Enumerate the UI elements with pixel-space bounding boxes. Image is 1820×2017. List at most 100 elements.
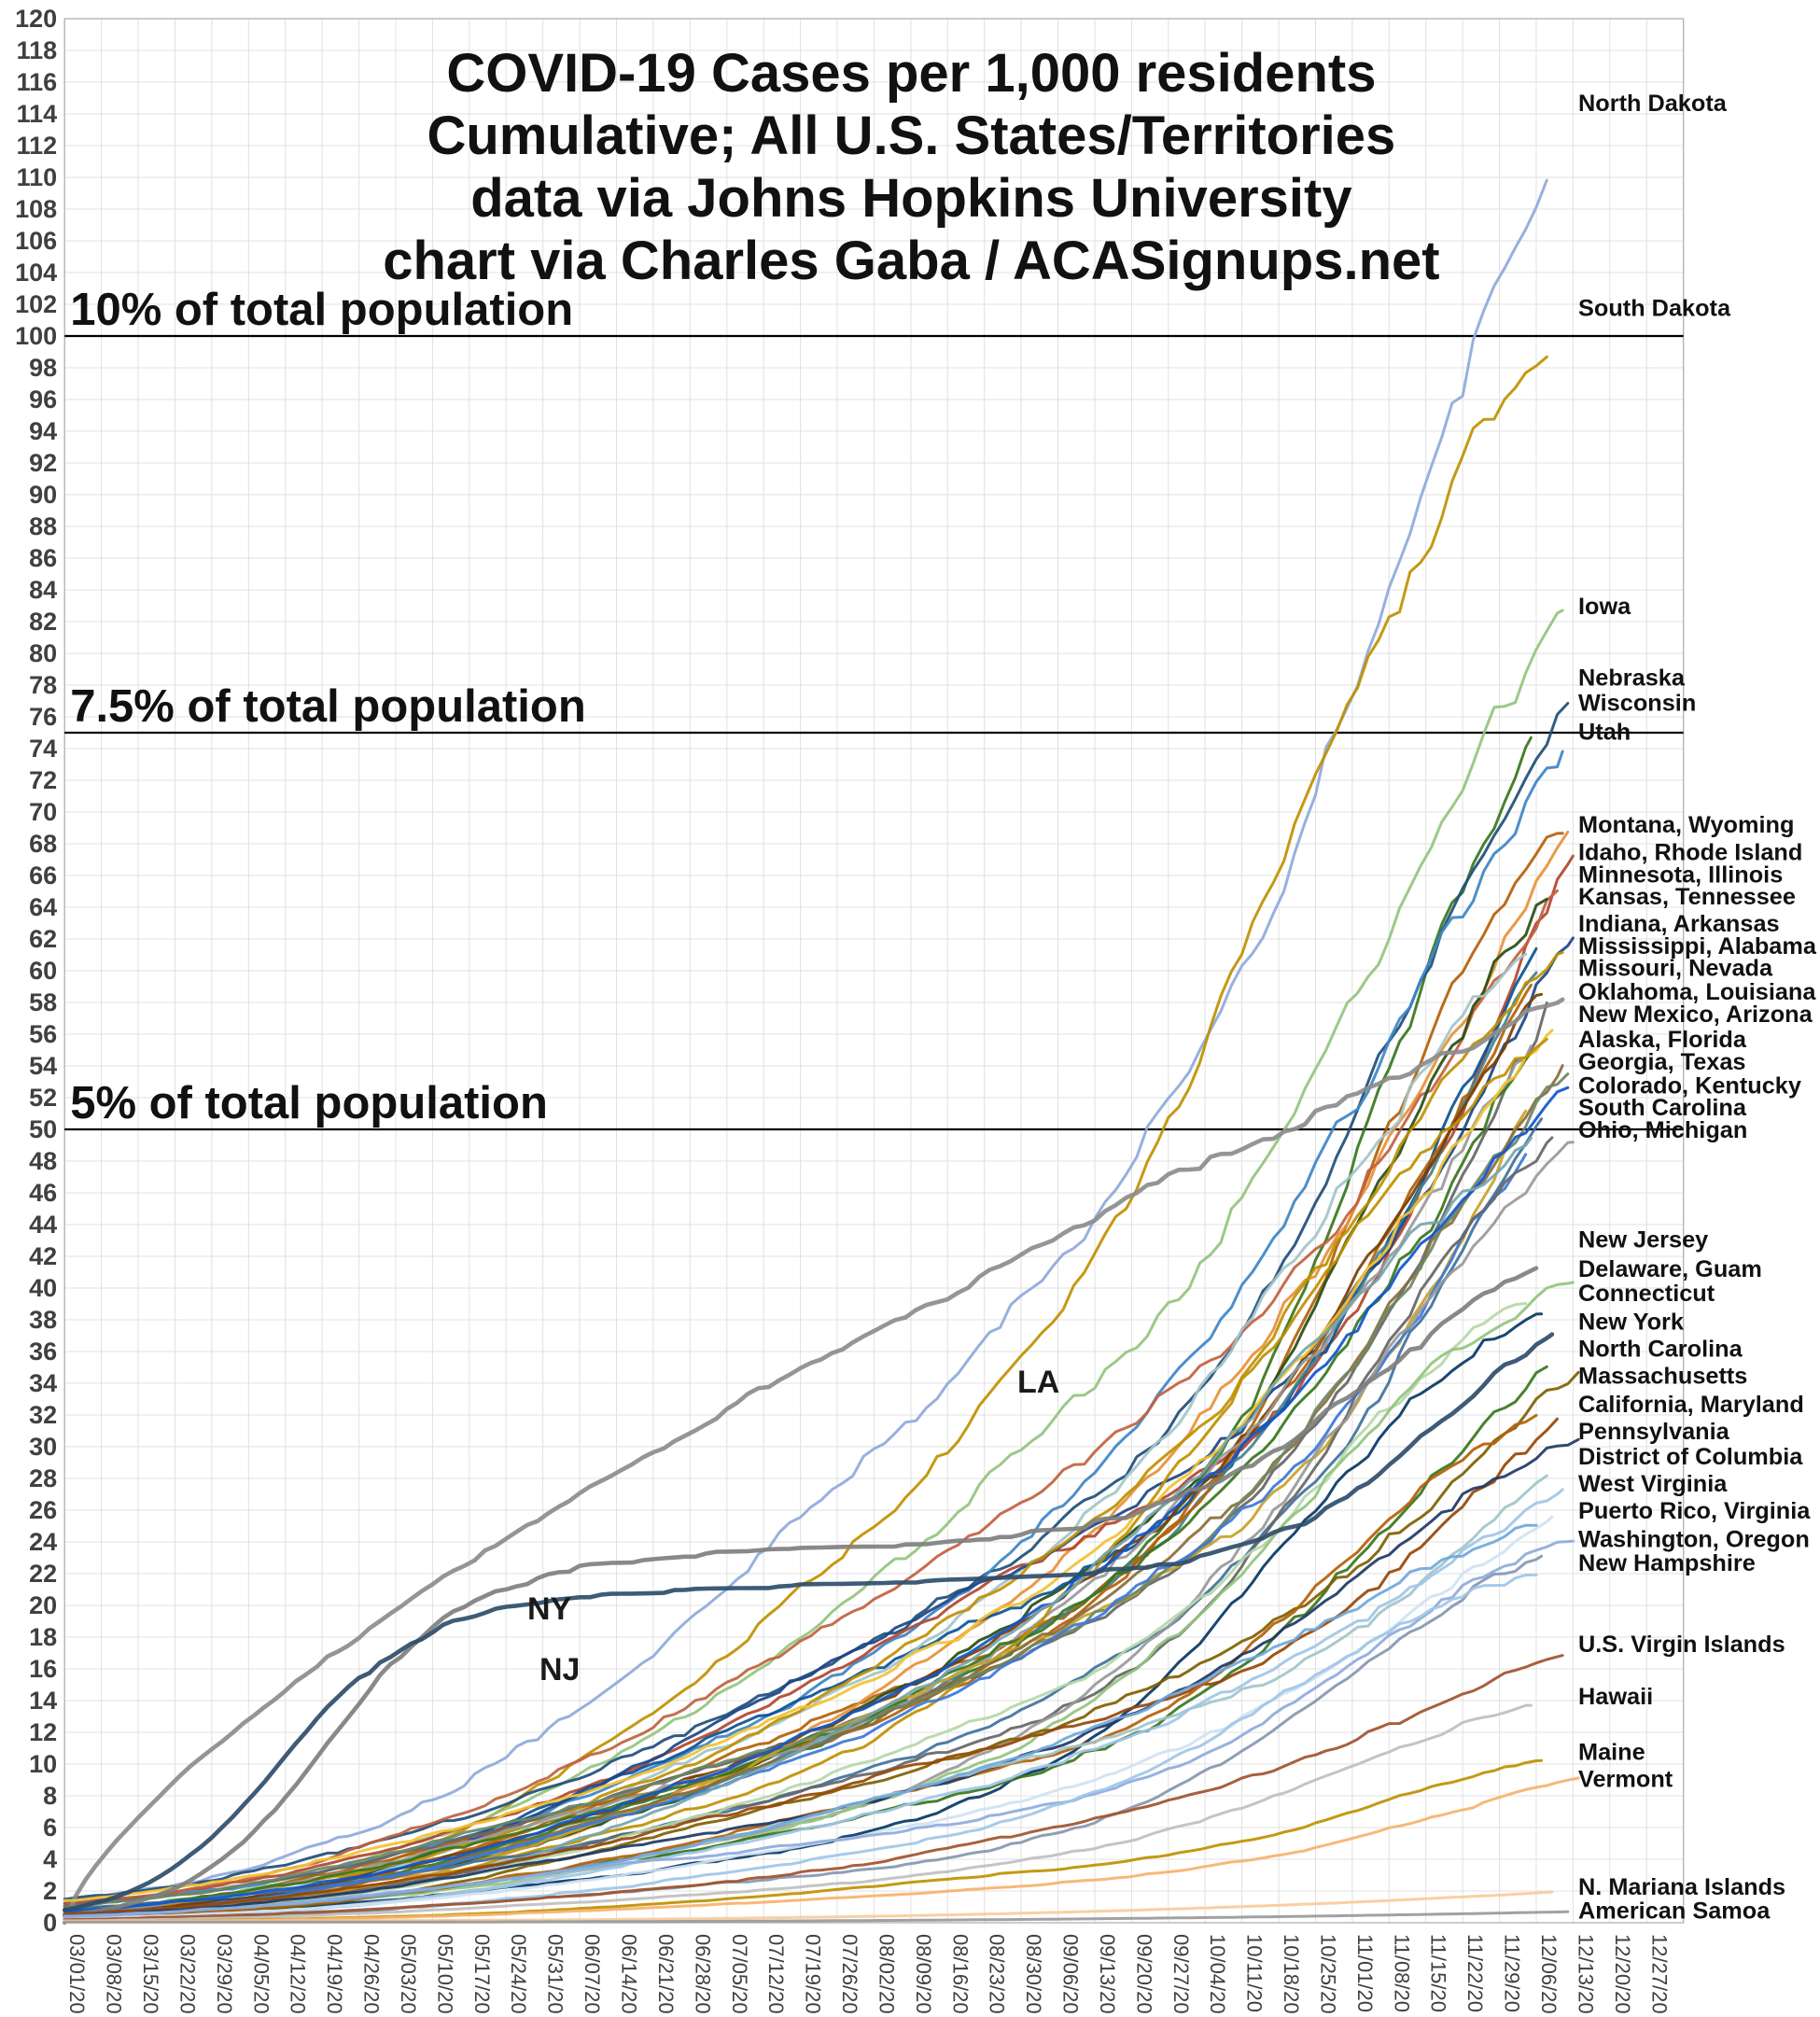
svg-text:08/02/20: 08/02/20: [875, 1934, 898, 2014]
svg-text:Cumulative; All U.S. States/Te: Cumulative; All U.S. States/Territories: [427, 105, 1395, 166]
svg-text:52: 52: [29, 1084, 57, 1112]
svg-text:14: 14: [29, 1687, 57, 1715]
svg-text:114: 114: [17, 100, 58, 128]
svg-text:Montana, Wyoming: Montana, Wyoming: [1578, 812, 1794, 838]
svg-text:10/11/20: 10/11/20: [1243, 1934, 1267, 2012]
svg-text:04/19/20: 04/19/20: [323, 1934, 346, 2014]
svg-text:88: 88: [29, 512, 57, 540]
svg-text:Puerto Rico, Virginia: Puerto Rico, Virginia: [1578, 1498, 1811, 1524]
svg-text:09/27/20: 09/27/20: [1169, 1934, 1193, 2014]
svg-text:11/22/20: 11/22/20: [1463, 1934, 1487, 2012]
svg-text:06/07/20: 06/07/20: [581, 1934, 604, 2014]
svg-text:38: 38: [29, 1306, 57, 1334]
svg-text:102: 102: [15, 290, 57, 318]
svg-text:11/29/20: 11/29/20: [1501, 1934, 1524, 2012]
svg-text:80: 80: [29, 639, 57, 667]
svg-text:08/23/20: 08/23/20: [986, 1934, 1009, 2014]
svg-text:6: 6: [43, 1814, 57, 1842]
svg-text:06/21/20: 06/21/20: [654, 1934, 678, 2014]
svg-text:12/27/20: 12/27/20: [1647, 1934, 1671, 2014]
svg-text:Georgia, Texas: Georgia, Texas: [1578, 1049, 1746, 1075]
svg-text:30: 30: [29, 1433, 57, 1461]
svg-text:48: 48: [29, 1147, 57, 1175]
svg-text:N. Mariana Islands: N. Mariana Islands: [1578, 1874, 1785, 1900]
svg-text:Pennsylvania: Pennsylvania: [1578, 1419, 1730, 1445]
svg-text:110: 110: [17, 163, 58, 191]
svg-text:Maine: Maine: [1578, 1739, 1645, 1765]
svg-text:12/13/20: 12/13/20: [1574, 1934, 1597, 2014]
svg-text:Wisconsin: Wisconsin: [1578, 691, 1696, 717]
svg-text:44: 44: [29, 1211, 57, 1239]
svg-text:North Dakota: North Dakota: [1578, 91, 1728, 117]
svg-text:108: 108: [15, 195, 57, 223]
svg-text:78: 78: [29, 671, 57, 699]
svg-text:Delaware, Guam: Delaware, Guam: [1578, 1256, 1762, 1282]
svg-text:11/15/20: 11/15/20: [1427, 1934, 1450, 2012]
svg-text:40: 40: [29, 1274, 57, 1302]
svg-text:18: 18: [29, 1623, 57, 1651]
svg-text:07/26/20: 07/26/20: [838, 1934, 861, 2014]
svg-text:03/29/20: 03/29/20: [213, 1934, 236, 2014]
svg-text:120: 120: [15, 5, 57, 33]
svg-text:0: 0: [43, 1909, 57, 1937]
svg-text:05/17/20: 05/17/20: [470, 1934, 494, 2014]
svg-text:Connecticut: Connecticut: [1578, 1281, 1715, 1307]
svg-text:Vermont: Vermont: [1578, 1766, 1673, 1792]
svg-text:20: 20: [29, 1591, 57, 1619]
svg-text:94: 94: [29, 417, 57, 445]
svg-text:Washington, Oregon: Washington, Oregon: [1578, 1527, 1810, 1553]
svg-text:46: 46: [29, 1179, 57, 1207]
svg-text:07/05/20: 07/05/20: [728, 1934, 751, 2014]
svg-text:New Jersey: New Jersey: [1578, 1226, 1708, 1253]
svg-text:90: 90: [29, 481, 57, 509]
svg-text:96: 96: [29, 385, 57, 413]
svg-text:26: 26: [29, 1496, 57, 1524]
svg-text:10/04/20: 10/04/20: [1206, 1934, 1229, 2014]
svg-text:10% of total population: 10% of total population: [70, 285, 573, 335]
svg-text:NY: NY: [527, 1591, 572, 1627]
svg-text:South Dakota: South Dakota: [1578, 295, 1731, 321]
svg-text:03/08/20: 03/08/20: [103, 1934, 126, 2014]
svg-text:34: 34: [29, 1369, 57, 1397]
svg-text:07/19/20: 07/19/20: [802, 1934, 825, 2014]
svg-text:5% of total population: 5% of total population: [70, 1078, 548, 1128]
svg-text:09/20/20: 09/20/20: [1132, 1934, 1155, 2014]
svg-text:60: 60: [29, 957, 57, 985]
svg-text:North Carolina: North Carolina: [1578, 1337, 1743, 1363]
svg-text:03/22/20: 03/22/20: [176, 1934, 200, 2014]
svg-text:03/01/20: 03/01/20: [65, 1934, 89, 2014]
svg-text:82: 82: [29, 608, 57, 636]
svg-text:98: 98: [29, 354, 57, 382]
svg-text:09/13/20: 09/13/20: [1096, 1934, 1119, 2014]
svg-text:54: 54: [29, 1052, 57, 1080]
svg-text:08/16/20: 08/16/20: [948, 1934, 972, 2014]
svg-text:10/18/20: 10/18/20: [1280, 1934, 1303, 2014]
svg-text:04/05/20: 04/05/20: [249, 1934, 273, 2014]
svg-text:04/26/20: 04/26/20: [360, 1934, 384, 2014]
svg-text:58: 58: [29, 988, 57, 1016]
svg-text:New Mexico, Arizona: New Mexico, Arizona: [1578, 1001, 1813, 1028]
svg-text:American Samoa: American Samoa: [1578, 1898, 1771, 1924]
svg-text:05/31/20: 05/31/20: [544, 1934, 567, 2014]
svg-text:50: 50: [29, 1115, 57, 1143]
svg-text:76: 76: [29, 703, 57, 731]
svg-text:08/09/20: 08/09/20: [912, 1934, 935, 2014]
svg-text:05/24/20: 05/24/20: [507, 1934, 530, 2014]
svg-text:42: 42: [29, 1242, 57, 1270]
svg-text:24: 24: [29, 1528, 57, 1556]
svg-text:12: 12: [29, 1718, 57, 1746]
svg-text:LA: LA: [1017, 1365, 1059, 1400]
svg-text:New York: New York: [1578, 1310, 1685, 1336]
svg-text:Utah: Utah: [1578, 719, 1631, 745]
svg-text:COVID-19 Cases per 1,000 resid: COVID-19 Cases per 1,000 residents: [446, 43, 1376, 104]
svg-text:116: 116: [17, 68, 58, 96]
svg-text:chart via Charles Gaba / ACASi: chart via Charles Gaba / ACASignups.net: [383, 231, 1439, 291]
svg-text:11/08/20: 11/08/20: [1390, 1934, 1413, 2012]
svg-text:70: 70: [29, 798, 57, 826]
svg-text:04/12/20: 04/12/20: [287, 1934, 310, 2014]
svg-text:West Virginia: West Virginia: [1578, 1471, 1728, 1497]
svg-text:12/06/20: 12/06/20: [1537, 1934, 1561, 2014]
svg-text:4: 4: [43, 1845, 57, 1873]
svg-text:100: 100: [15, 322, 57, 350]
svg-text:2: 2: [43, 1877, 57, 1905]
